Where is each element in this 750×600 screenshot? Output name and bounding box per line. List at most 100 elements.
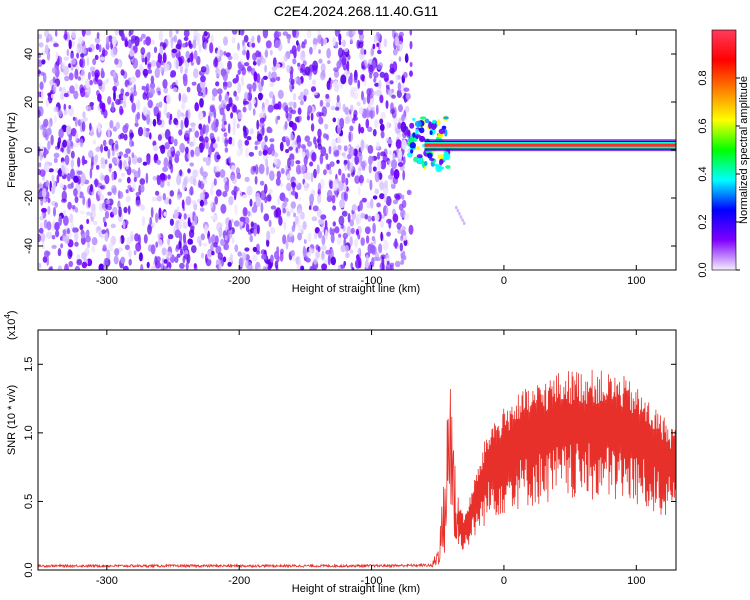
heatmap-cell	[242, 194, 248, 199]
heatmap-cell	[314, 142, 318, 149]
heatmap-cell	[262, 149, 268, 156]
heatmap-cell	[175, 30, 179, 35]
heatmap-cell	[386, 121, 390, 129]
heatmap-cell	[244, 176, 250, 183]
heatmap-cell	[216, 154, 221, 160]
heatmap-cell	[319, 99, 324, 107]
heatmap-cell	[172, 87, 178, 93]
heatmap-cell	[242, 49, 247, 56]
heatmap-cell	[114, 58, 119, 65]
heatmap-cell	[161, 247, 167, 256]
heatmap-cell	[110, 223, 117, 229]
heatmap-cell	[169, 147, 174, 152]
heatmap-cell	[72, 116, 76, 121]
heatmap-cell	[45, 163, 50, 172]
heatmap-cell	[219, 107, 225, 116]
heatmap-cell	[187, 57, 191, 63]
heatmap-cell	[316, 193, 322, 204]
heatmap-cell	[113, 90, 116, 102]
heatmap-cell	[397, 40, 404, 52]
snr-x-axis-title: Height of straight line (km)	[292, 583, 420, 595]
heatmap-cell	[131, 168, 136, 174]
heatmap-cell	[223, 121, 227, 125]
heatmap-cell	[147, 99, 153, 109]
heatmap-cell	[46, 231, 52, 240]
heatmap-cell	[356, 254, 360, 261]
heatmap-cell	[312, 205, 319, 212]
heatmap-cell	[192, 169, 199, 178]
heatmap-cell	[385, 195, 392, 207]
heatmap-cell	[326, 189, 333, 200]
heatmap-cell	[421, 160, 425, 168]
heatmap-cell	[269, 128, 273, 133]
heatmap-cell	[427, 152, 433, 159]
heatmap-cell	[331, 228, 335, 235]
heatmap-cell	[332, 117, 337, 123]
heatmap-cell	[349, 35, 353, 44]
heatmap-cell	[252, 82, 257, 92]
heatmap-cell	[63, 56, 69, 61]
heatmap-cell	[53, 43, 59, 48]
heatmap-cell	[237, 69, 241, 75]
heatmap-cell	[94, 37, 101, 44]
heatmap-cell	[230, 175, 235, 180]
heatmap-cell	[293, 77, 299, 82]
heatmap-cell	[275, 63, 281, 68]
heatmap-cell	[140, 184, 145, 193]
heatmap-cell	[232, 125, 236, 136]
heatmap-cell	[316, 164, 320, 175]
heatmap-cell	[224, 147, 229, 153]
x-tick-label: 0	[501, 275, 507, 287]
heatmap-cell	[104, 159, 108, 165]
heatmap-cell	[398, 31, 404, 38]
heatmap-cell	[152, 140, 157, 147]
heatmap-cell	[313, 136, 317, 145]
heatmap-cell	[363, 49, 367, 55]
heatmap-cell	[292, 93, 297, 101]
heatmap-cell	[221, 134, 225, 143]
heatmap-cell	[181, 103, 186, 110]
heatmap-cell	[303, 88, 309, 97]
heatmap-cell	[167, 237, 171, 246]
heatmap-cell	[326, 163, 329, 170]
heatmap-cell	[413, 156, 419, 163]
heatmap-cell	[185, 195, 192, 206]
heatmap-cell	[41, 242, 45, 250]
heatmap-cell	[270, 77, 276, 83]
heatmap-cell	[399, 242, 403, 252]
heatmap-cell	[379, 193, 385, 200]
heatmap-cell	[178, 92, 182, 102]
spectrogram-x-ticks: -300 -200 -100 0 100	[96, 30, 645, 287]
heatmap-cell	[242, 106, 247, 113]
heatmap-cell	[101, 184, 106, 190]
heatmap-cell	[435, 164, 443, 173]
heatmap-cell	[334, 30, 340, 37]
heatmap-cell	[130, 38, 136, 43]
heatmap-cell	[256, 59, 262, 66]
heatmap-cell	[313, 168, 317, 179]
heatmap-cell	[193, 263, 197, 269]
heatmap-cell	[361, 65, 366, 70]
heatmap-cell	[53, 206, 56, 217]
heatmap-cell	[462, 221, 466, 225]
heatmap-cell	[192, 39, 197, 49]
heatmap-cell	[38, 33, 43, 40]
snr-y-axis-title: SNR (10 * v/v)	[6, 385, 18, 455]
heatmap-cell	[344, 116, 350, 125]
heatmap-cell	[197, 35, 200, 47]
heatmap-cell	[151, 196, 157, 202]
heatmap-cell	[325, 249, 331, 255]
heatmap-cell	[298, 257, 302, 267]
heatmap-cell	[297, 141, 301, 149]
heatmap-cell	[282, 31, 289, 36]
heatmap-cell	[249, 128, 254, 135]
heatmap-cell	[76, 52, 79, 59]
heatmap-cell	[336, 124, 342, 135]
heatmap-cell	[368, 65, 374, 75]
heatmap-cell	[52, 180, 57, 190]
heatmap-cell	[111, 101, 115, 112]
heatmap-cell	[445, 153, 451, 161]
heatmap-cell	[50, 93, 54, 99]
heatmap-cell	[168, 198, 172, 205]
heatmap-cell	[369, 198, 374, 209]
